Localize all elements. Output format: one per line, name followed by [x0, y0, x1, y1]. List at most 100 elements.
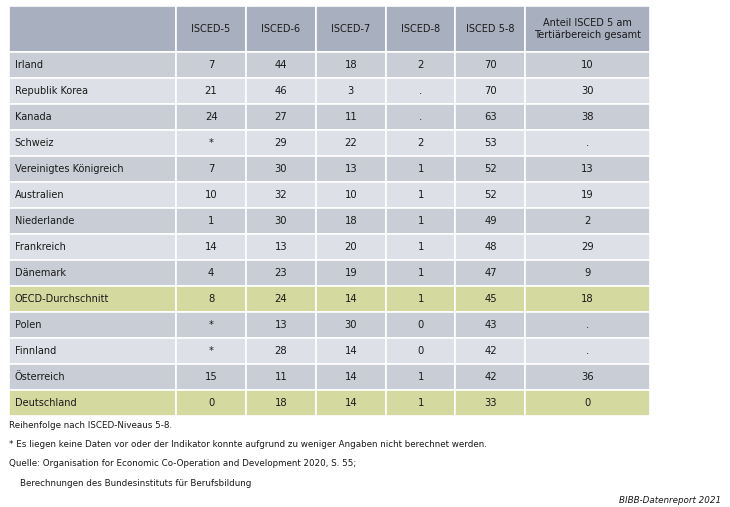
Bar: [456, 208, 526, 234]
Text: 1: 1: [418, 372, 423, 382]
Bar: [176, 260, 246, 285]
Text: Dänemark: Dänemark: [15, 268, 66, 278]
Bar: [9, 130, 176, 156]
Text: 29: 29: [274, 137, 288, 148]
Text: 0: 0: [418, 320, 423, 330]
Bar: [385, 364, 456, 390]
Bar: [9, 234, 176, 260]
Bar: [176, 6, 246, 52]
Bar: [9, 312, 176, 338]
Text: 1: 1: [418, 294, 423, 304]
Bar: [526, 312, 650, 338]
Bar: [176, 52, 246, 78]
Text: Polen: Polen: [15, 320, 41, 330]
Text: .: .: [586, 346, 589, 356]
Bar: [385, 260, 456, 285]
Text: ISCED-5: ISCED-5: [191, 24, 231, 34]
Text: 13: 13: [274, 320, 287, 330]
Text: 21: 21: [204, 86, 218, 96]
Bar: [246, 208, 316, 234]
Bar: [9, 78, 176, 103]
Text: *: *: [209, 137, 214, 148]
Bar: [176, 130, 246, 156]
Text: 15: 15: [204, 372, 218, 382]
Text: Österreich: Österreich: [15, 372, 65, 382]
Text: 18: 18: [345, 215, 357, 226]
Text: 30: 30: [274, 164, 287, 173]
Text: Deutschland: Deutschland: [15, 397, 76, 408]
Text: 52: 52: [484, 190, 497, 200]
Text: Schweiz: Schweiz: [15, 137, 54, 148]
Text: 46: 46: [274, 86, 287, 96]
Text: 24: 24: [205, 112, 218, 122]
Text: 1: 1: [418, 190, 423, 200]
Bar: [385, 338, 456, 364]
Text: Anteil ISCED 5 am
Tertiärbereich gesamt: Anteil ISCED 5 am Tertiärbereich gesamt: [534, 18, 641, 40]
Text: Irland: Irland: [15, 60, 42, 69]
Bar: [176, 338, 246, 364]
Bar: [316, 390, 385, 416]
Text: 18: 18: [274, 397, 287, 408]
Text: .: .: [586, 137, 589, 148]
Text: 0: 0: [418, 346, 423, 356]
Text: 22: 22: [345, 137, 357, 148]
Text: 14: 14: [345, 294, 357, 304]
Bar: [456, 364, 526, 390]
Bar: [385, 390, 456, 416]
Bar: [9, 6, 176, 52]
Bar: [246, 182, 316, 208]
Text: 7: 7: [208, 60, 215, 69]
Bar: [456, 130, 526, 156]
Bar: [456, 260, 526, 285]
Bar: [526, 234, 650, 260]
Text: 18: 18: [345, 60, 357, 69]
Bar: [316, 6, 385, 52]
Bar: [316, 338, 385, 364]
Text: 13: 13: [274, 242, 287, 251]
Bar: [526, 338, 650, 364]
Bar: [526, 6, 650, 52]
Text: 27: 27: [274, 112, 288, 122]
Text: 20: 20: [345, 242, 357, 251]
Bar: [246, 6, 316, 52]
Bar: [526, 260, 650, 285]
Text: 38: 38: [581, 112, 594, 122]
Text: 14: 14: [345, 346, 357, 356]
Bar: [385, 130, 456, 156]
Bar: [9, 182, 176, 208]
Text: .: .: [419, 112, 422, 122]
Text: .: .: [419, 86, 422, 96]
Bar: [246, 338, 316, 364]
Text: 19: 19: [345, 268, 357, 278]
Bar: [385, 6, 456, 52]
Bar: [385, 156, 456, 182]
Text: 0: 0: [585, 397, 591, 408]
Text: 3: 3: [347, 86, 354, 96]
Text: 4: 4: [208, 268, 214, 278]
Bar: [456, 285, 526, 312]
Bar: [176, 208, 246, 234]
Bar: [9, 338, 176, 364]
Bar: [176, 234, 246, 260]
Text: 7: 7: [208, 164, 215, 173]
Text: Quelle: Organisation for Economic Co-Operation and Development 2020, S. 55;: Quelle: Organisation for Economic Co-Ope…: [9, 459, 356, 468]
Text: 13: 13: [581, 164, 594, 173]
Bar: [316, 234, 385, 260]
Bar: [456, 338, 526, 364]
Text: 42: 42: [484, 346, 496, 356]
Bar: [385, 234, 456, 260]
Text: 14: 14: [345, 372, 357, 382]
Bar: [176, 285, 246, 312]
Bar: [316, 285, 385, 312]
Bar: [526, 52, 650, 78]
Text: ISCED 5-8: ISCED 5-8: [466, 24, 515, 34]
Text: 24: 24: [274, 294, 287, 304]
Bar: [385, 285, 456, 312]
Bar: [526, 182, 650, 208]
Bar: [456, 234, 526, 260]
Bar: [316, 182, 385, 208]
Bar: [316, 78, 385, 103]
Text: 11: 11: [345, 112, 357, 122]
Bar: [385, 52, 456, 78]
Bar: [456, 103, 526, 130]
